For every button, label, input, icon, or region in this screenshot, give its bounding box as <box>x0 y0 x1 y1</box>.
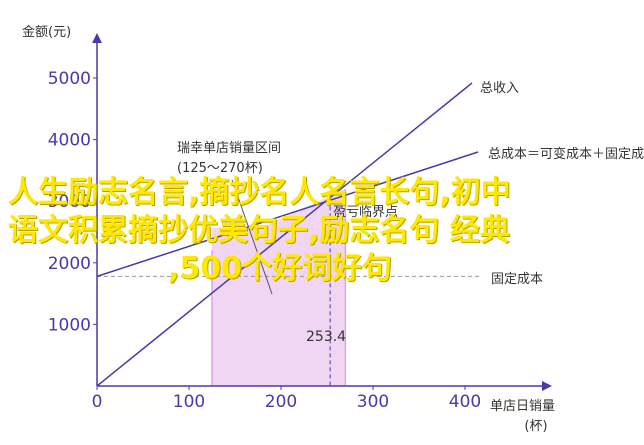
x-axis-arrow <box>542 381 552 391</box>
series-total-cost-line <box>96 151 479 278</box>
overlay-line-3: ,500个好词好句 <box>168 251 393 286</box>
x-axis-label: 单店日销量 <box>490 399 555 414</box>
legend-total-revenue: 总收入 <box>480 81 519 96</box>
legend-total-cost: 总成本＝可变成本＋固定成本 <box>488 146 644 162</box>
range-label-line-1: 瑞幸单店销量区间 <box>177 141 281 156</box>
y-tick-label: 5000 <box>48 69 91 89</box>
x-tick-label: 100 <box>173 392 205 412</box>
range-label-pointer <box>231 179 273 295</box>
overlay-line-2: 语文积累摘抄优美句子,励志名句 经典 <box>8 213 510 248</box>
watermark-overlay: 人生励志名言,摘抄名人名言长句,初中 语文积累摘抄优美句子,励志名句 经典 ,5… <box>8 174 636 288</box>
sales-range-area <box>212 188 346 386</box>
y-tick-label: 3000 <box>48 192 91 212</box>
break-even-value: 253.4 <box>306 329 346 345</box>
x-tick-label: 400 <box>449 392 481 412</box>
y-tick-label: 1000 <box>48 315 91 335</box>
y-axis-label: 金额(元) <box>22 24 71 40</box>
y-tick-label: 4000 <box>48 131 91 151</box>
y-tick-label: 2000 <box>48 254 91 274</box>
x-axis-unit: (杯) <box>524 419 547 434</box>
break-even-label: 盈亏临界点 <box>333 205 398 220</box>
x-tick-label: 0 <box>92 392 103 412</box>
x-tick-label: 300 <box>357 392 389 412</box>
range-label-line-2: (125～270杯) <box>177 161 263 176</box>
overlay-line-1: 人生励志名言,摘抄名人名言长句,初中 <box>8 175 511 210</box>
series-total-revenue-line <box>96 82 473 387</box>
legend-fixed-cost: 固定成本 <box>491 272 543 287</box>
x-tick-label: 200 <box>265 392 297 412</box>
y-axis-arrow <box>92 33 102 43</box>
